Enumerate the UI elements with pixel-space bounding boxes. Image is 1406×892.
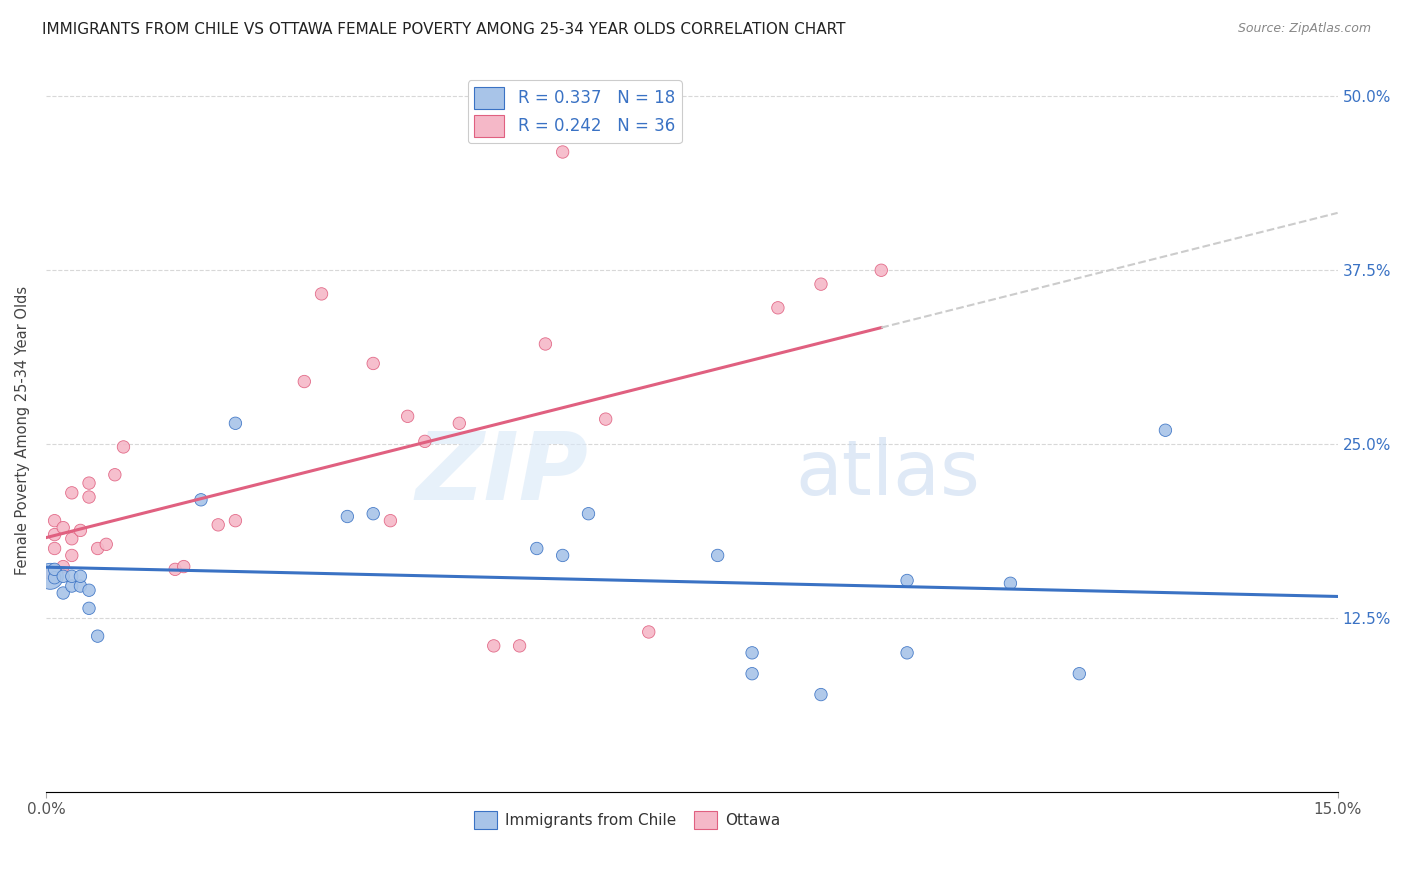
Point — [361, 507, 384, 521]
Point — [39, 569, 62, 583]
Point — [52, 586, 75, 600]
Point — [96, 537, 118, 551]
Point — [810, 277, 832, 292]
Point — [60, 532, 83, 546]
Point — [44, 514, 66, 528]
Point — [741, 646, 763, 660]
Point — [44, 562, 66, 576]
Point — [1000, 576, 1022, 591]
Point — [69, 569, 91, 583]
Point — [766, 301, 789, 315]
Point — [77, 476, 100, 491]
Point — [1154, 423, 1177, 437]
Point — [224, 417, 246, 431]
Text: atlas: atlas — [796, 437, 980, 510]
Text: Source: ZipAtlas.com: Source: ZipAtlas.com — [1237, 22, 1371, 36]
Text: IMMIGRANTS FROM CHILE VS OTTAWA FEMALE POVERTY AMONG 25-34 YEAR OLDS CORRELATION: IMMIGRANTS FROM CHILE VS OTTAWA FEMALE P… — [42, 22, 845, 37]
Text: ZIP: ZIP — [416, 427, 589, 520]
Point — [44, 541, 66, 556]
Point — [380, 514, 402, 528]
Point — [361, 356, 384, 370]
Point — [207, 517, 229, 532]
Point — [896, 574, 918, 588]
Point — [86, 629, 108, 643]
Point — [77, 601, 100, 615]
Point — [224, 514, 246, 528]
Point — [870, 263, 893, 277]
Point — [60, 579, 83, 593]
Point — [60, 569, 83, 583]
Point — [52, 521, 75, 535]
Y-axis label: Female Poverty Among 25-34 Year Olds: Female Poverty Among 25-34 Year Olds — [15, 285, 30, 574]
Point — [637, 624, 659, 639]
Point — [37, 565, 59, 579]
Point — [77, 583, 100, 598]
Point — [112, 440, 135, 454]
Point — [44, 571, 66, 585]
Point — [292, 375, 315, 389]
Point — [190, 492, 212, 507]
Point — [896, 646, 918, 660]
Point — [60, 549, 83, 563]
Point — [104, 467, 127, 482]
Point — [52, 569, 75, 583]
Point — [77, 490, 100, 504]
Point — [311, 286, 333, 301]
Point — [165, 562, 187, 576]
Point — [482, 639, 505, 653]
Point — [44, 527, 66, 541]
Point — [810, 688, 832, 702]
Point — [69, 524, 91, 538]
Point — [551, 145, 574, 159]
Point — [86, 541, 108, 556]
Point — [1069, 666, 1091, 681]
Point — [413, 434, 436, 449]
Point — [336, 509, 359, 524]
Point — [551, 549, 574, 563]
Point — [706, 549, 728, 563]
Point — [173, 559, 195, 574]
Point — [741, 666, 763, 681]
Point — [526, 541, 548, 556]
Point — [69, 579, 91, 593]
Point — [396, 409, 419, 424]
Point — [52, 559, 75, 574]
Point — [449, 417, 471, 431]
Point — [509, 639, 531, 653]
Point — [534, 337, 557, 351]
Point — [578, 507, 600, 521]
Point — [595, 412, 617, 426]
Legend: Immigrants from Chile, Ottawa: Immigrants from Chile, Ottawa — [468, 805, 786, 835]
Point — [60, 486, 83, 500]
